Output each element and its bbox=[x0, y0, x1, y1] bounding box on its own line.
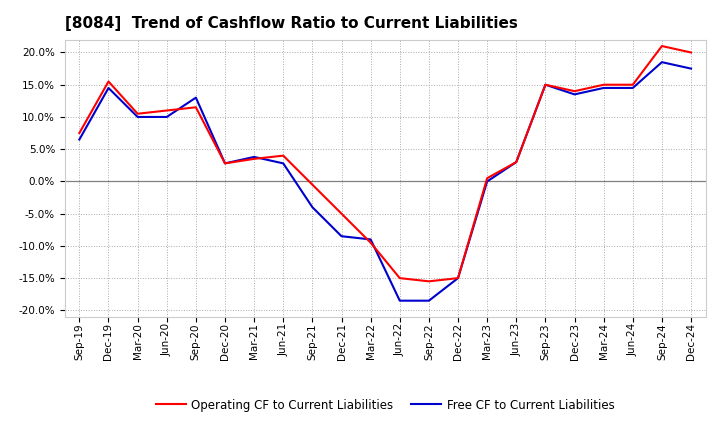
Line: Operating CF to Current Liabilities: Operating CF to Current Liabilities bbox=[79, 46, 691, 281]
Free CF to Current Liabilities bbox=[279, 161, 287, 166]
Operating CF to Current Liabilities bbox=[541, 82, 550, 88]
Free CF to Current Liabilities bbox=[541, 82, 550, 88]
Operating CF to Current Liabilities bbox=[425, 279, 433, 284]
Operating CF to Current Liabilities bbox=[570, 88, 579, 94]
Free CF to Current Liabilities bbox=[687, 66, 696, 71]
Free CF to Current Liabilities bbox=[366, 237, 375, 242]
Free CF to Current Liabilities bbox=[657, 59, 666, 65]
Operating CF to Current Liabilities bbox=[512, 159, 521, 165]
Free CF to Current Liabilities bbox=[75, 137, 84, 142]
Free CF to Current Liabilities bbox=[133, 114, 142, 120]
Free CF to Current Liabilities bbox=[395, 298, 404, 303]
Operating CF to Current Liabilities bbox=[75, 130, 84, 136]
Operating CF to Current Liabilities bbox=[192, 105, 200, 110]
Free CF to Current Liabilities bbox=[629, 85, 637, 91]
Operating CF to Current Liabilities bbox=[657, 44, 666, 49]
Operating CF to Current Liabilities bbox=[599, 82, 608, 88]
Operating CF to Current Liabilities bbox=[395, 275, 404, 281]
Operating CF to Current Liabilities bbox=[483, 176, 492, 181]
Operating CF to Current Liabilities bbox=[133, 111, 142, 116]
Free CF to Current Liabilities bbox=[337, 234, 346, 239]
Operating CF to Current Liabilities bbox=[220, 161, 229, 166]
Free CF to Current Liabilities bbox=[220, 161, 229, 166]
Free CF to Current Liabilities bbox=[250, 154, 258, 160]
Operating CF to Current Liabilities bbox=[308, 182, 317, 187]
Operating CF to Current Liabilities bbox=[454, 275, 462, 281]
Operating CF to Current Liabilities bbox=[629, 82, 637, 88]
Operating CF to Current Liabilities bbox=[163, 108, 171, 113]
Operating CF to Current Liabilities bbox=[250, 156, 258, 161]
Free CF to Current Liabilities bbox=[104, 85, 113, 91]
Free CF to Current Liabilities bbox=[454, 275, 462, 281]
Operating CF to Current Liabilities bbox=[366, 240, 375, 246]
Free CF to Current Liabilities bbox=[192, 95, 200, 100]
Text: [8084]  Trend of Cashflow Ratio to Current Liabilities: [8084] Trend of Cashflow Ratio to Curren… bbox=[65, 16, 518, 32]
Operating CF to Current Liabilities bbox=[279, 153, 287, 158]
Free CF to Current Liabilities bbox=[163, 114, 171, 120]
Line: Free CF to Current Liabilities: Free CF to Current Liabilities bbox=[79, 62, 691, 301]
Free CF to Current Liabilities bbox=[512, 159, 521, 165]
Free CF to Current Liabilities bbox=[308, 205, 317, 210]
Legend: Operating CF to Current Liabilities, Free CF to Current Liabilities: Operating CF to Current Liabilities, Fre… bbox=[151, 394, 619, 416]
Free CF to Current Liabilities bbox=[425, 298, 433, 303]
Free CF to Current Liabilities bbox=[570, 92, 579, 97]
Operating CF to Current Liabilities bbox=[687, 50, 696, 55]
Operating CF to Current Liabilities bbox=[337, 211, 346, 216]
Free CF to Current Liabilities bbox=[483, 179, 492, 184]
Free CF to Current Liabilities bbox=[599, 85, 608, 91]
Operating CF to Current Liabilities bbox=[104, 79, 113, 84]
